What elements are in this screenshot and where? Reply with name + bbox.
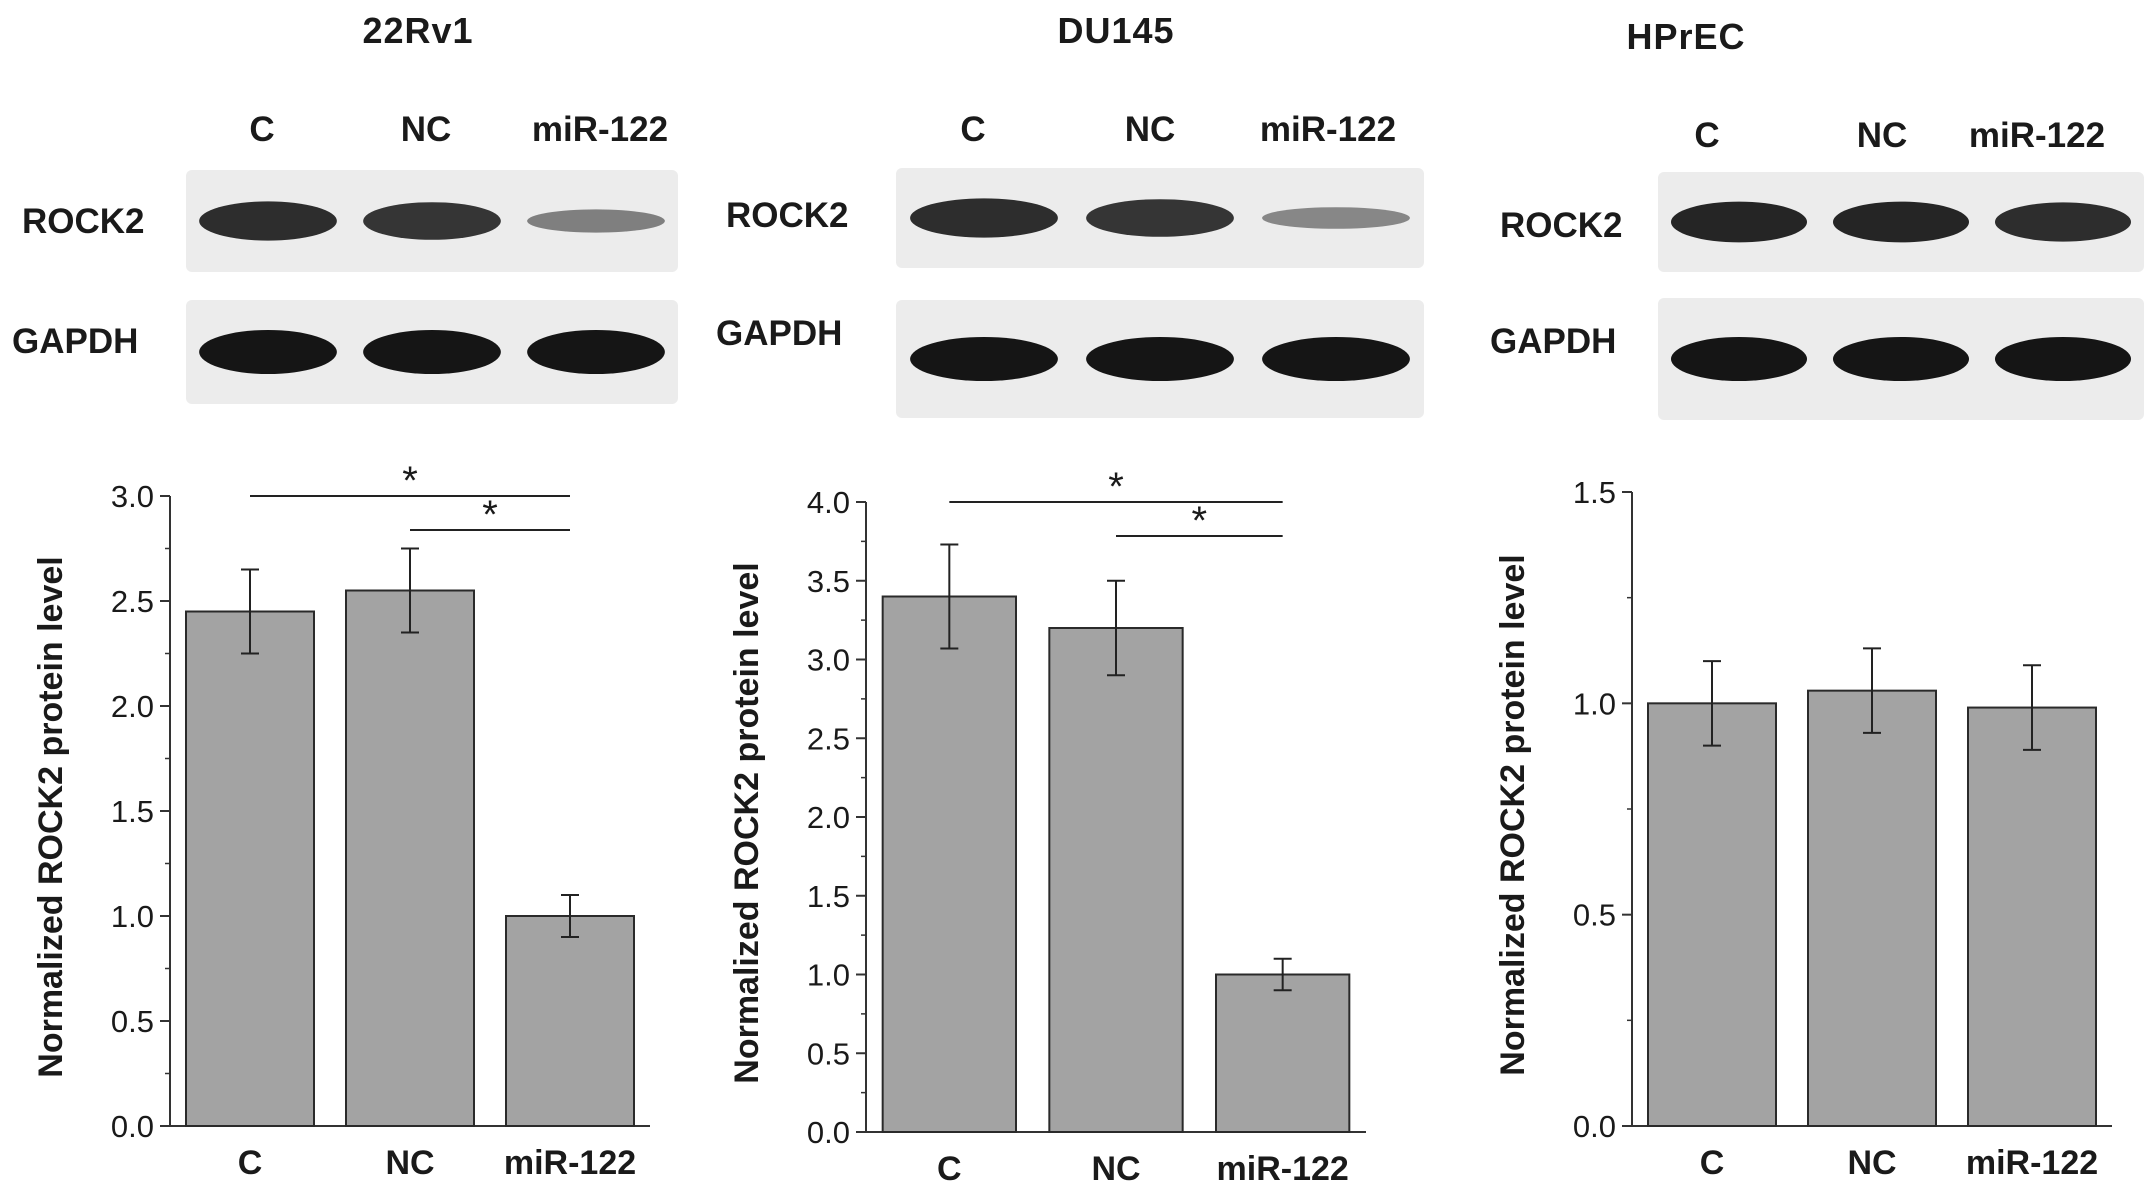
x-tick-label: miR-122 [504,1144,636,1182]
bar [1647,702,1777,1127]
bar [1807,689,1937,1128]
blot-band [1262,337,1410,381]
western-blot-gapdh [186,300,678,404]
y-axis-label: Normalized ROCK2 protein level [32,556,70,1077]
significance-star: * [1108,465,1124,509]
blot-band [527,209,665,233]
bar [881,595,1017,1133]
panel-title: DU145 [1057,10,1175,51]
blot-band [910,198,1058,238]
panel-title: 22Rv1 [362,10,474,51]
western-blot-rock2 [896,168,1424,268]
y-tick-label: 2.5 [807,721,850,756]
western-blot-gapdh [896,300,1424,418]
y-axis-label: Normalized ROCK2 protein level [728,562,766,1083]
blot-band [199,201,337,241]
y-tick-label: 2.0 [111,689,154,724]
lane-label-nc: NC [1856,116,1908,155]
y-tick-label: 0.5 [1573,898,1616,933]
y-tick-label: 0.5 [111,1004,154,1039]
y-tick-label: 1.5 [807,879,850,914]
y-tick-label: 1.5 [111,794,154,829]
lane-label-mir122: miR-122 [1968,116,2106,155]
x-tick-label: miR-122 [1966,1144,2098,1182]
blot-band [1086,199,1234,237]
y-tick-label: 0.0 [111,1109,154,1144]
blot-band [1670,201,1808,243]
significance-star: * [1192,499,1208,543]
blot-band [1994,337,2132,381]
y-tick-label: 0.5 [807,1036,850,1071]
y-tick-label: 1.5 [1573,475,1616,510]
y-tick-label: 4.0 [807,485,850,520]
western-blot-gapdh [1658,298,2144,420]
lane-label-mir122: miR-122 [1259,110,1397,149]
y-tick-label: 0.0 [807,1115,850,1150]
significance-star: * [482,493,498,537]
blot-band [910,337,1058,381]
western-blot-rock2 [1658,172,2144,272]
bar [345,589,475,1127]
lane-label-nc: NC [400,110,452,149]
x-tick-label: C [238,1144,263,1182]
x-tick-label: NC [385,1144,434,1182]
blot-row-label-gapdh: GAPDH [12,322,139,361]
panel-hprec: HPrEC C NC miR-122 ROCK2 GAPDH 0.0 0.5 1.0… [1432,0,2148,1200]
panel-du145: DU145 C NC miR-122 ROCK2 GAPDH 0.0 0.5 1.0… [716,0,1432,1200]
y-tick-label: 2.0 [807,800,850,835]
blot-band [1086,337,1234,381]
panel-title: HPrEC [1626,16,1746,57]
blot-band [1832,201,1970,243]
bar [1215,973,1351,1133]
blot-row-label-rock2: ROCK2 [22,202,145,241]
x-tick-label: NC [1091,1150,1140,1188]
lane-label-c: C [249,110,275,149]
x-tick-label: C [937,1150,962,1188]
lane-label-c: C [1694,116,1720,155]
blot-band [1994,202,2132,242]
blot-band [1670,337,1808,381]
bar [1967,706,2097,1127]
x-tick-label: NC [1847,1144,1896,1182]
western-blot-rock2 [186,170,678,272]
y-axis-label: Normalized ROCK2 protein level [1494,554,1532,1075]
blot-row-label-rock2: ROCK2 [726,196,849,235]
bar-chart-du145: 0.0 0.5 1.0 1.5 2.0 2.5 3.0 3.5 4.0 Normalized RO… [728,465,1366,1188]
bar [505,915,635,1127]
y-tick-label: 3.0 [807,643,850,678]
y-tick-label: 1.0 [1573,686,1616,721]
x-tick-label: C [1700,1144,1725,1182]
lane-label-mir122: miR-122 [531,110,669,149]
y-tick-label: 3.5 [807,564,850,599]
bar [185,610,315,1127]
panel-22rv1: 22Rv1 C NC miR-122 ROCK2 GAPDH 0.0 0.5 1.0… [0,0,716,1200]
blot-band [1832,337,1970,381]
lane-label-c: C [960,110,986,149]
bar-chart-hprec: 0.0 0.5 1.0 1.5 Normalized ROCK2 protein lev… [1494,475,2112,1182]
blot-band [363,330,501,374]
y-tick-label: 1.0 [111,899,154,934]
bar-chart-22rv1: 0.0 0.5 1.0 1.5 2.0 2.5 3.0 Normalized ROCK2 pr… [32,459,650,1182]
x-tick-label: miR-122 [1217,1150,1349,1188]
y-tick-label: 1.0 [807,958,850,993]
blot-row-label-rock2: ROCK2 [1500,206,1623,245]
y-tick-label: 0.0 [1573,1109,1616,1144]
blot-band [363,202,501,240]
blot-band [527,330,665,374]
bar [1048,627,1184,1133]
y-tick-label: 3.0 [111,479,154,514]
blot-band [1262,207,1410,229]
significance-star: * [402,459,418,503]
blot-band [199,330,337,374]
blot-row-label-gapdh: GAPDH [1490,322,1617,361]
lane-label-nc: NC [1124,110,1176,149]
blot-row-label-gapdh: GAPDH [716,314,843,353]
y-tick-label: 2.5 [111,584,154,619]
